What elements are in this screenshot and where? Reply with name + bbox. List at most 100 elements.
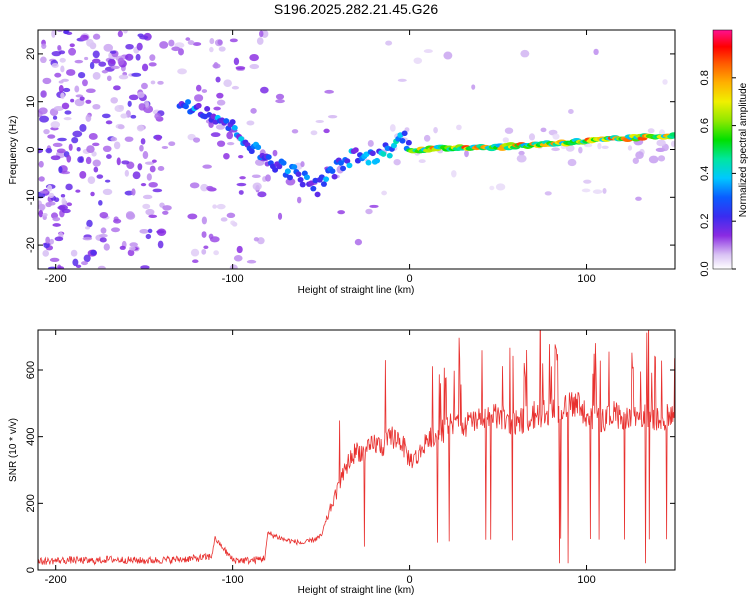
spectrogram-cell — [50, 155, 61, 161]
spectrogram-cell — [226, 131, 234, 140]
spectrogram-cell — [635, 151, 644, 159]
spectrogram-cell — [193, 137, 201, 143]
spectrogram-cell — [369, 204, 379, 208]
spectrogram-cell — [662, 79, 668, 85]
spectrogram-cell — [177, 68, 187, 75]
snr-y-tick-label: 200 — [25, 494, 37, 512]
spectrogram-cell — [113, 141, 121, 150]
snr-x-tick-label: 100 — [577, 574, 595, 586]
spectrogram-cell — [149, 54, 156, 62]
spectrogram-ridge-cell — [231, 125, 238, 131]
spectrogram-ridge — [176, 99, 675, 198]
spectrogram-cell — [71, 136, 79, 144]
spectrogram-cell — [552, 133, 560, 140]
spectrogram-cell — [49, 257, 60, 263]
spectrogram-cell — [79, 96, 85, 101]
spectrogram-cell — [77, 156, 83, 163]
spectrogram-cell — [141, 63, 149, 72]
spectrogram-cell — [92, 50, 100, 59]
spectrogram-cell — [139, 228, 149, 234]
spectrogram-ridge-cell — [223, 118, 230, 124]
spectrogram-cell — [157, 80, 164, 85]
spectrogram-ridge-cell — [248, 148, 255, 155]
spectrogram-cell — [206, 185, 214, 191]
spectrogram-y-tick-label: -10 — [25, 189, 37, 205]
spectrogram-cell — [138, 103, 146, 111]
spectrogram-cell — [92, 159, 101, 167]
spectrogram-cell — [57, 137, 67, 142]
spectrogram-cell — [47, 184, 53, 192]
spectrogram-cell — [162, 210, 169, 215]
spectrogram-cell — [300, 161, 305, 168]
spectrogram-cell — [218, 46, 226, 52]
spectrogram-x-label: Height of straight line (km) — [298, 285, 415, 296]
spectrogram-cell — [85, 226, 90, 230]
spectrogram-cell — [51, 30, 56, 38]
spectrogram-cell — [246, 120, 255, 126]
spectrogram-ridge-cell — [365, 159, 372, 166]
spectrogram-cell — [648, 155, 659, 164]
spectrogram-cell — [202, 164, 212, 169]
spectrogram-cell — [92, 103, 101, 110]
spectrogram-cell — [656, 139, 666, 147]
spectrogram-cell — [502, 137, 509, 143]
spectrogram-cell — [157, 165, 165, 172]
spectrogram-cell — [192, 259, 199, 264]
spectrogram-cell — [74, 59, 84, 64]
spectrogram-cell — [171, 46, 181, 52]
spectrogram-cell — [212, 204, 217, 209]
spectrogram-cell — [124, 169, 129, 177]
spectrogram-ridge-cell — [255, 144, 262, 151]
spectrogram-ridge-cell — [303, 174, 310, 181]
spectrogram-cell — [397, 78, 407, 82]
spectrogram-cell — [63, 30, 70, 35]
spectrogram-cell — [597, 142, 602, 150]
spectrogram-cell — [65, 183, 73, 191]
spectrogram-cell — [79, 123, 87, 132]
spectrogram-ridge-cell — [314, 191, 321, 198]
spectrogram-cell — [56, 148, 66, 154]
spectrogram-cell — [129, 242, 138, 247]
spectrogram-ridge-cell — [340, 165, 347, 172]
spectrogram-cell — [66, 69, 76, 76]
spectrogram-ridge-cell — [346, 162, 353, 169]
spectrogram-cell — [62, 87, 71, 93]
spectrogram-cell — [142, 194, 153, 200]
spectrogram-cell — [583, 179, 592, 184]
spectrogram-cells — [38, 30, 675, 269]
spectrogram-ridge-cell — [401, 130, 408, 137]
spectrogram-cell — [226, 212, 236, 219]
spectrogram-ridge-cell — [299, 181, 306, 188]
spectrogram-cell — [118, 105, 124, 110]
spectrogram-cell — [201, 248, 207, 255]
spectrogram-cell — [92, 72, 101, 80]
spectrogram-cell — [520, 49, 530, 58]
spectrogram-cell — [97, 265, 106, 269]
spectrogram-cell — [60, 193, 66, 198]
snr-line — [38, 330, 675, 566]
spectrogram-cell — [216, 203, 226, 210]
spectrogram-cell — [187, 213, 198, 220]
spectrogram-cell — [229, 264, 238, 269]
spectrogram-cell — [213, 250, 219, 256]
spectrogram-cell — [423, 49, 433, 54]
spectrogram-cell — [215, 76, 221, 83]
spectrogram-cell — [423, 134, 431, 142]
spectrogram-cell — [38, 176, 45, 182]
spectrogram-cell — [104, 179, 111, 183]
spectrogram-cell — [154, 113, 162, 120]
spectrogram-cell — [168, 141, 176, 147]
snr-y-tick-label: 0 — [25, 567, 37, 573]
spectrogram-cell — [192, 42, 202, 46]
spectrogram-cell — [327, 115, 338, 119]
snr-series — [38, 330, 675, 566]
spectrogram-cell — [443, 51, 453, 60]
spectrogram-cell — [142, 151, 149, 160]
spectrogram-ridge-cell — [238, 136, 245, 142]
spectrogram-ridge-cell — [284, 168, 291, 175]
spectrogram-cell — [148, 181, 158, 188]
colorbar-ticks: 0.0 0.2 0.4 0.6 0.8 — [699, 70, 736, 277]
spectrogram-cell — [578, 146, 583, 154]
spectrogram-x-tick-label: -200 — [45, 273, 67, 285]
